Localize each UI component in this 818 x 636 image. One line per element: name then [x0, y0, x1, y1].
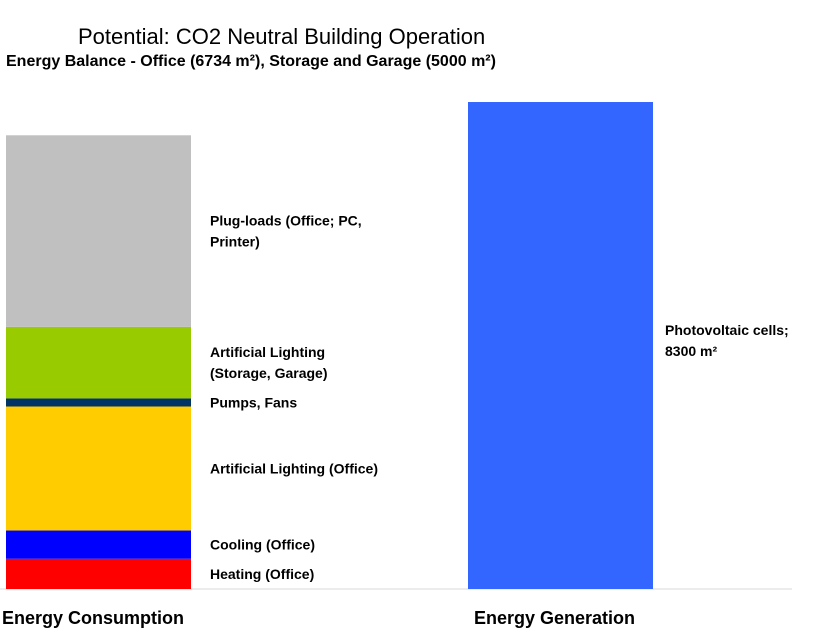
- segment-label-pumps-fans: Pumps, Fans: [210, 394, 297, 410]
- bar-segment-pumps-fans: [6, 398, 191, 407]
- segment-label-line: Printer): [210, 234, 260, 250]
- segment-label-line: 8300 m²: [665, 343, 717, 359]
- segment-label-line: Pumps, Fans: [210, 394, 297, 410]
- segment-label-artificial-lighting-office: Artificial Lighting (Office): [210, 461, 378, 477]
- segment-label-line: Artificial Lighting (Office): [210, 461, 378, 477]
- bar-segment-cooling-office: [6, 530, 191, 559]
- category-label-energy-generation: Energy Generation: [474, 608, 635, 628]
- segment-label-plug-loads-office-pc-printer: Plug-loads (Office; PC, Printer): [210, 213, 362, 250]
- bar-segment-heating-office: [6, 558, 191, 589]
- bar-segment-artificial-lighting-storage-garage: [6, 326, 191, 399]
- segment-label-line: Plug-loads (Office; PC,: [210, 213, 362, 229]
- segment-label-cooling-office: Cooling (Office): [210, 537, 315, 553]
- segment-label-heating-office: Heating (Office): [210, 566, 314, 582]
- segment-label-line: Cooling (Office): [210, 537, 315, 553]
- chart-title: Potential: CO2 Neutral Building Operatio…: [78, 24, 486, 49]
- category-label-energy-consumption: Energy Consumption: [2, 608, 184, 628]
- segment-label-photovoltaic-cells-8300-m: Photovoltaic cells; 8300 m²: [665, 322, 789, 359]
- segment-label-line: Artificial Lighting: [210, 344, 325, 360]
- chart-subtitle: Energy Balance - Office (6734 m²), Stora…: [6, 53, 496, 70]
- segment-label-line: Photovoltaic cells;: [665, 322, 789, 338]
- segment-label-line: (Storage, Garage): [210, 365, 327, 381]
- segment-label-line: Heating (Office): [210, 566, 314, 582]
- bar-segment-artificial-lighting-office: [6, 406, 191, 531]
- bar-segment-plug-loads-office-pc-printer: [6, 135, 191, 327]
- bar-segment-photovoltaic-cells-8300-m: [468, 102, 653, 590]
- segment-label-artificial-lighting-storage-garage: Artificial Lighting (Storage, Garage): [210, 344, 327, 381]
